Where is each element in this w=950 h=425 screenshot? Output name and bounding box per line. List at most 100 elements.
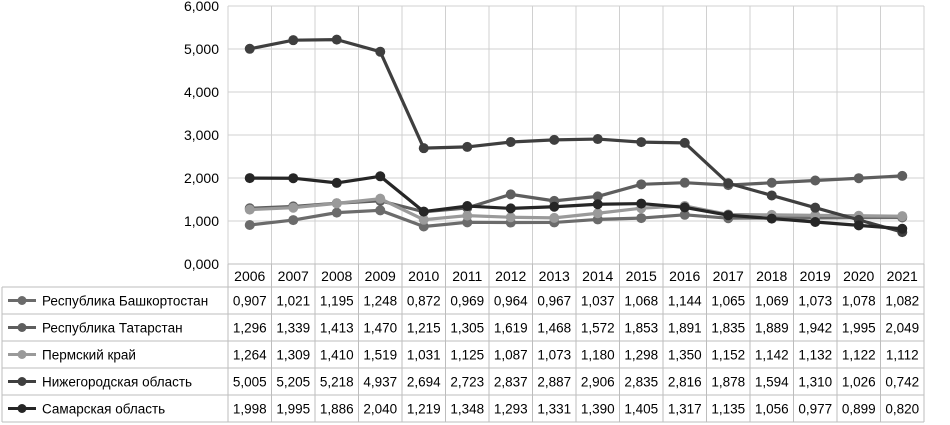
data-point — [679, 202, 690, 213]
table-value: 1,331 — [537, 402, 571, 417]
table-value: 0,967 — [537, 294, 571, 309]
data-point — [810, 216, 821, 227]
x-category-label: 2010 — [408, 268, 439, 284]
table-value: 1,891 — [668, 321, 702, 336]
series-name: Нижегородская область — [42, 375, 192, 390]
data-point — [288, 215, 299, 226]
x-category-label: 2012 — [495, 268, 526, 284]
data-point — [592, 134, 603, 145]
data-point — [288, 35, 299, 46]
data-point — [723, 178, 734, 189]
series-name: Самарская область — [42, 402, 165, 417]
table-value: 1,087 — [494, 348, 528, 363]
table-value: 1,350 — [668, 348, 702, 363]
data-point — [549, 212, 560, 223]
data-point — [636, 179, 647, 190]
table-value: 2,040 — [363, 402, 397, 417]
x-category-label: 2006 — [234, 268, 265, 284]
table-value: 2,835 — [624, 375, 658, 390]
data-point — [505, 137, 516, 148]
table-value: 1,998 — [233, 402, 267, 417]
data-point — [810, 202, 821, 213]
table-value: 1,073 — [537, 348, 571, 363]
data-point — [418, 206, 429, 217]
x-category-label: 2011 — [452, 268, 482, 284]
table-value: 1,142 — [755, 348, 789, 363]
data-point — [375, 46, 386, 57]
table-value: 0,820 — [885, 402, 919, 417]
table-value: 0,872 — [407, 294, 441, 309]
table-value: 2,887 — [537, 375, 571, 390]
data-point — [288, 202, 299, 213]
table-value: 2,723 — [450, 375, 484, 390]
table-value: 1,878 — [711, 375, 745, 390]
data-point — [897, 170, 908, 181]
data-point — [244, 204, 255, 215]
table-value: 5,005 — [233, 375, 267, 390]
table-value: 1,195 — [320, 294, 354, 309]
table-value: 1,293 — [494, 402, 528, 417]
x-category-label: 2008 — [321, 268, 352, 284]
table-value: 0,969 — [450, 294, 484, 309]
data-point — [636, 198, 647, 209]
data-point — [766, 213, 777, 224]
table-value: 1,122 — [842, 348, 876, 363]
data-point — [462, 141, 473, 152]
x-category-label: 2020 — [843, 268, 874, 284]
table-value: 1,112 — [886, 348, 919, 363]
table-value: 1,065 — [711, 294, 745, 309]
table-value: 1,594 — [755, 375, 789, 390]
table-value: 1,264 — [233, 348, 267, 363]
legend-dot-marker — [17, 323, 27, 332]
table-value: 1,317 — [668, 402, 702, 417]
y-tick-label: 3,000 — [184, 127, 219, 143]
data-point — [244, 43, 255, 54]
data-point — [897, 211, 908, 222]
data-point — [766, 190, 777, 201]
data-point — [853, 173, 864, 184]
x-category-label: 2019 — [800, 268, 831, 284]
data-point — [505, 203, 516, 214]
table-value: 1,082 — [885, 294, 919, 309]
data-point — [418, 143, 429, 154]
data-point — [766, 177, 777, 188]
table-value: 1,135 — [711, 402, 745, 417]
data-point — [679, 209, 690, 220]
data-point — [636, 137, 647, 148]
data-point — [331, 198, 342, 209]
table-value: 2,694 — [407, 375, 441, 390]
data-point — [375, 193, 386, 204]
plot-series — [244, 34, 908, 238]
x-category-label: 2021 — [887, 268, 918, 284]
table-value: 1,180 — [581, 348, 615, 363]
table-value: 1,309 — [276, 348, 310, 363]
table-value: 1,031 — [407, 348, 441, 363]
table-value: 1,068 — [624, 294, 658, 309]
x-category-label: 2015 — [626, 268, 657, 284]
table-value: 1,413 — [320, 321, 354, 336]
y-tick-label: 1,000 — [184, 213, 219, 229]
data-point — [549, 134, 560, 145]
table-value: 1,125 — [450, 348, 484, 363]
table-value: 1,021 — [276, 294, 310, 309]
table-value: 1,942 — [798, 321, 832, 336]
table-value: 0,742 — [885, 375, 919, 390]
data-table: 2006 2007 2008 2009 2010 2011 2012 2013 2014 2015… — [1, 263, 925, 423]
x-category-label: 2014 — [582, 268, 613, 284]
table-value: 1,144 — [668, 294, 702, 309]
table-value: 1,390 — [581, 402, 615, 417]
table-value: 1,572 — [581, 321, 615, 336]
table-value: 1,310 — [798, 375, 832, 390]
data-point — [418, 214, 429, 225]
y-axis: 0,000 1,000 2,000 3,000 4,000 5,000 6,000 — [184, 0, 219, 272]
data-point — [462, 210, 473, 221]
table-value: 1,298 — [624, 348, 658, 363]
table-value: 1,069 — [755, 294, 789, 309]
table-value: 1,073 — [798, 294, 832, 309]
legend-dot-marker — [17, 296, 27, 305]
table-value: 1,305 — [450, 321, 484, 336]
table-value: 5,218 — [320, 375, 354, 390]
data-point — [723, 210, 734, 221]
table-value: 1,339 — [276, 321, 310, 336]
data-point — [375, 171, 386, 182]
